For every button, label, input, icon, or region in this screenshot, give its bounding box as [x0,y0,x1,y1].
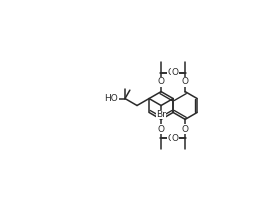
Text: Br: Br [156,110,166,119]
Text: O: O [182,77,189,86]
Text: O: O [172,134,179,143]
Text: O: O [182,125,189,134]
Text: O: O [167,68,174,77]
Text: O: O [172,68,179,77]
Text: O: O [157,125,165,134]
Text: O: O [167,134,174,143]
Text: O: O [157,77,165,86]
Text: HO: HO [104,94,118,103]
